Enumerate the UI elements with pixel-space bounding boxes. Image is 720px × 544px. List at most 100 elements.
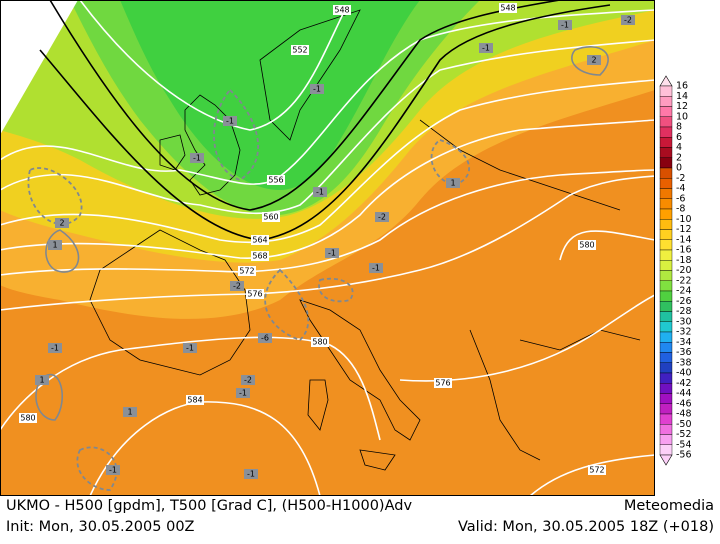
colorbar-segment: [659, 301, 673, 312]
colorbar-label: 4: [676, 142, 682, 153]
colorbar-segment: [659, 290, 673, 302]
height-label: 548: [500, 4, 515, 13]
height-label-box: [262, 212, 280, 222]
colorbar-segment: [659, 424, 673, 435]
height-label-box: [186, 395, 204, 405]
advection-label: -1: [313, 85, 321, 94]
height-label-box: [267, 175, 285, 185]
advection-label-box: [236, 388, 250, 398]
height-label-box: [499, 3, 517, 13]
colorbar: 1614121086420-2-4-6-8-10-12-14-16-18-20-…: [659, 75, 692, 466]
map-frame: [0, 0, 655, 496]
colorbar-label: -20: [676, 265, 692, 276]
colorbar-segment: [659, 321, 673, 333]
colorbar-segment: [659, 167, 673, 179]
advection-label-box: [310, 84, 324, 94]
colorbar-label: 0: [676, 163, 682, 174]
advection-label: -1: [328, 249, 336, 258]
colorbar-bottom-arrow: [659, 454, 673, 466]
colorbar-segment: [659, 280, 673, 292]
map-field: [0, 0, 655, 496]
advection-label: -1: [226, 117, 234, 126]
advection-label-box: [223, 116, 237, 126]
advection-label: -6: [261, 334, 269, 343]
advection-label-box: [106, 465, 120, 475]
height-label: 580: [20, 414, 35, 423]
colorbar-label: -10: [676, 214, 692, 225]
height-label-box: [251, 235, 269, 245]
colorbar-segment: [659, 157, 673, 169]
colorbar-label: -48: [676, 409, 692, 420]
colorbar-segment: [659, 116, 673, 128]
colorbar-label: -22: [676, 275, 692, 286]
advection-label: 1: [127, 408, 132, 417]
advection-label: -1: [316, 188, 324, 197]
height-label: 548: [334, 6, 349, 15]
advection-label-box: [375, 212, 389, 222]
height-label-box: [246, 289, 264, 299]
field-deep-green: [120, 0, 420, 190]
advection-label: -1: [482, 44, 490, 53]
height-label-box: [311, 337, 329, 347]
advection-label-box: [313, 187, 327, 197]
advection-label: -2: [378, 213, 386, 222]
colorbar-label: -4: [676, 183, 685, 194]
colorbar-segment: [659, 270, 673, 281]
height-label: 576: [435, 379, 450, 388]
colorbar-label: 8: [676, 122, 682, 133]
advection-label: -1: [247, 470, 255, 479]
advection-label-box: [241, 375, 255, 385]
colorbar-segment: [659, 208, 673, 220]
footer-title: UKMO - H500 [gpdm], T500 [Grad C], (H500…: [6, 498, 412, 514]
colorbar-segment: [659, 219, 673, 230]
height-label: 564: [252, 236, 267, 245]
height-label-box: [588, 465, 606, 475]
advection-label: -1: [193, 154, 201, 163]
map-labels: 548 548 552 556 560 564 568 572 576 580 584 576 580 5…: [19, 3, 635, 479]
footer-init: Init: Mon, 30.05.2005 00Z: [6, 519, 195, 535]
height-label-box: [333, 5, 351, 15]
colorbar-segment: [659, 413, 673, 425]
colorbar-segment: [659, 331, 673, 343]
colorbar-segment: [659, 393, 673, 404]
advection-label: 1: [52, 241, 57, 250]
colorbar-segment: [659, 126, 673, 138]
height-label-box: [251, 251, 269, 261]
height-label: 584: [187, 396, 202, 405]
advection-label-box: [48, 240, 62, 250]
colorbar-label: -2: [676, 173, 685, 184]
colorbar-segment: [659, 444, 673, 456]
colorbar-label: -16: [676, 245, 692, 256]
colorbar-segment: [659, 137, 673, 148]
height-label-box: [19, 413, 37, 423]
colorbar-segment: [659, 249, 673, 261]
colorbar-label: -34: [676, 337, 692, 348]
advection-label: -1: [239, 389, 247, 398]
colorbar-label: -42: [676, 378, 692, 389]
height-label: 572: [239, 267, 254, 276]
advection-label: 1: [39, 376, 44, 385]
height-label-box: [238, 266, 256, 276]
colorbar-segment: [659, 188, 673, 199]
height-label-box: [578, 240, 596, 250]
thickness-lines: [39, 0, 611, 241]
advection-label: -2: [244, 376, 252, 385]
colorbar-label: -38: [676, 357, 692, 368]
advection-label: -1: [109, 466, 117, 475]
colorbar-label: -46: [676, 398, 692, 409]
advection-label-box: [183, 343, 197, 353]
colorbar-segment: [659, 147, 673, 158]
advection-label-box: [230, 281, 244, 291]
colorbar-label: 2: [676, 152, 682, 163]
colorbar-label: -8: [676, 204, 685, 215]
colorbar-label: -14: [676, 234, 692, 245]
advection-label-box: [479, 43, 493, 53]
colorbar-label: 10: [676, 111, 688, 122]
advection-label: -1: [561, 21, 569, 30]
advection-label-box: [123, 407, 137, 417]
colorbar-label: -54: [676, 439, 692, 450]
advection-label-box: [35, 375, 49, 385]
advection-label-box: [55, 218, 69, 228]
